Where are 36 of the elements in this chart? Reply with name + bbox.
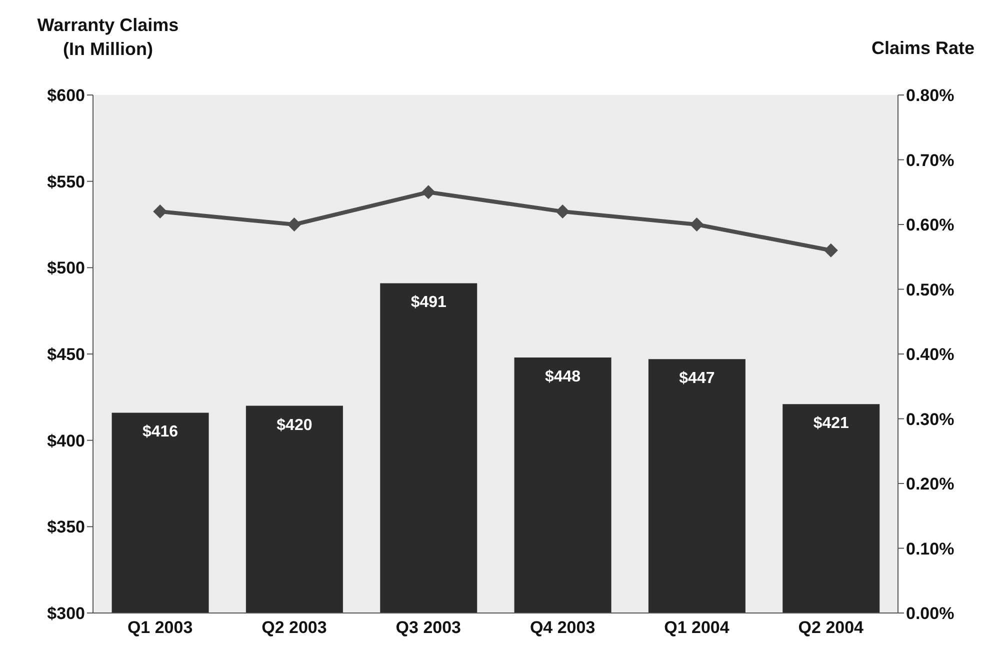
point	[556, 204, 570, 219]
y-tick-label: $550	[47, 172, 85, 192]
data-label: $447	[679, 370, 715, 388]
x-tick-label: Q2 2004	[798, 618, 864, 638]
data-label: $420	[276, 416, 312, 434]
x-tick-label: Q3 2003	[396, 618, 462, 638]
data-label: $421	[813, 415, 850, 432]
data-label: $416	[142, 424, 178, 441]
x-tick-label: Q1 2004	[664, 618, 730, 638]
x-tick-label: Q1 2003	[127, 618, 193, 638]
y-tick-label: $400	[47, 431, 85, 450]
y2-tick-label: 0.00%	[906, 604, 954, 624]
y2-axis-title: Claims Rate	[870, 38, 976, 59]
y2-tick-label: 0.40%	[906, 345, 954, 364]
point	[287, 218, 302, 232]
y2-tick-label: 0.70%	[906, 150, 954, 170]
point	[153, 204, 168, 219]
y-tick-label: $450	[47, 345, 85, 364]
y-tick-label: $600	[47, 86, 85, 106]
y2-tick-label: 0.10%	[906, 539, 954, 558]
point	[824, 243, 838, 258]
x-tick-label: Q2 2003	[262, 618, 327, 638]
y2-tick-label: 0.50%	[906, 280, 954, 300]
y-tick-label: $500	[47, 258, 85, 278]
y2-tick-label: 0.60%	[906, 216, 954, 235]
x-tick-label: Q4 2003	[530, 618, 596, 638]
y2-tick-label: 0.20%	[906, 474, 954, 494]
y-tick-label: $300	[47, 604, 85, 624]
y2-tick-label: 0.80%	[906, 86, 954, 106]
point	[421, 185, 436, 200]
y-axis-title: Warranty Claims (In Million)	[36, 14, 180, 61]
data-label: $448	[544, 368, 581, 386]
data-label: $491	[410, 294, 447, 312]
y2-tick-label: 0.30%	[906, 410, 954, 429]
y-tick-label: $350	[47, 518, 85, 537]
point	[690, 218, 704, 232]
